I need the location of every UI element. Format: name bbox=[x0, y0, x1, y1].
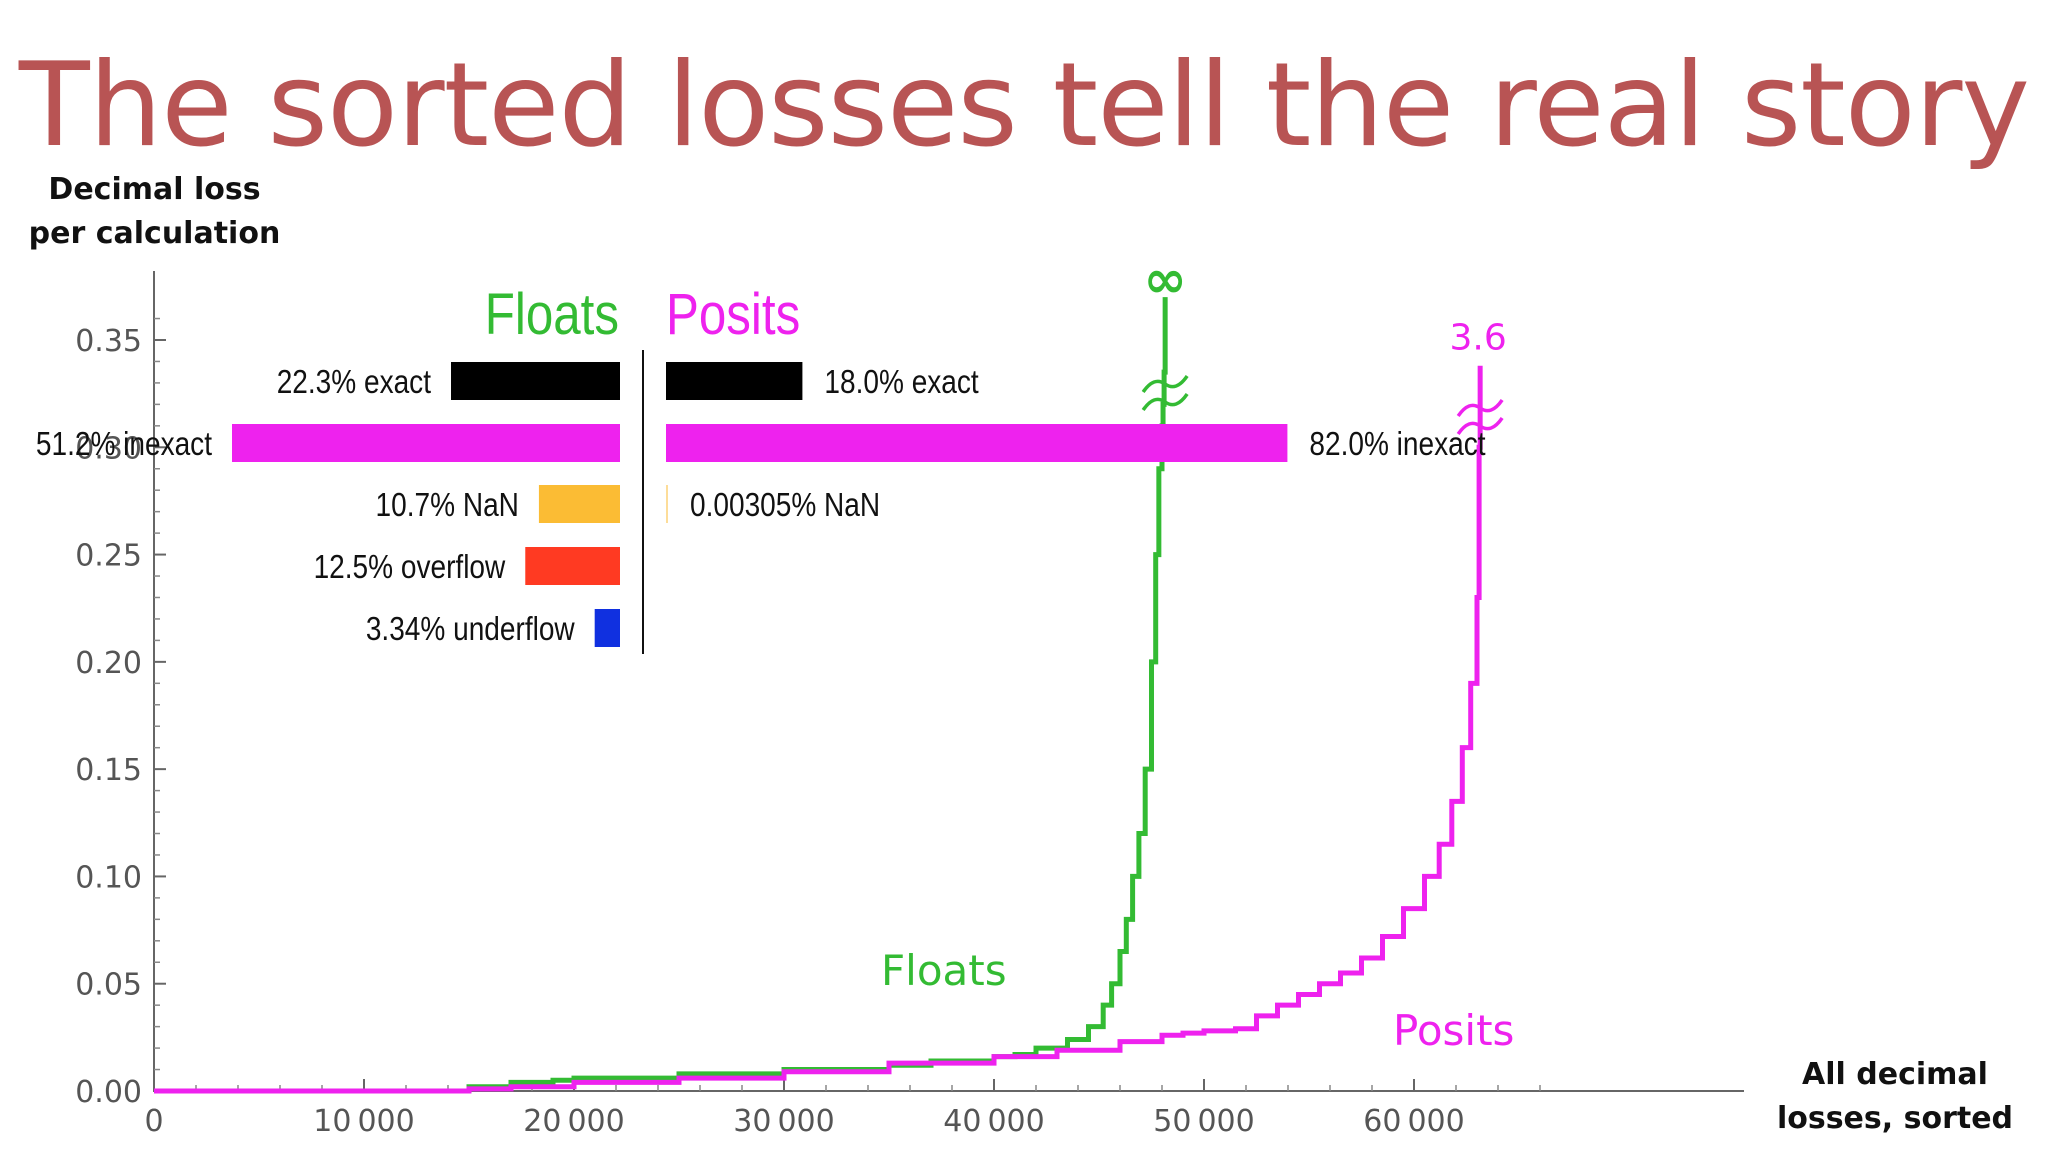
floats-bar-label: 3.34% underflow bbox=[366, 611, 576, 648]
y-tick-label: 0.00 bbox=[75, 1075, 142, 1110]
x-tick-label: 30 000 bbox=[733, 1104, 834, 1139]
curve-label-posits: Posits bbox=[1393, 1006, 1514, 1055]
posits-bar-label: 82.0% inexact bbox=[1309, 426, 1486, 463]
y-axis-label: Decimal loss per calculation bbox=[22, 168, 287, 256]
floats-bar bbox=[451, 362, 620, 400]
y-tick-label: 0.25 bbox=[75, 539, 142, 574]
break-mark bbox=[1456, 416, 1504, 436]
x-axis-label: All decimal losses, sorted bbox=[1740, 1053, 2048, 1141]
inset-breakdown: Floats Posits 22.3% exact 51.2% inexact 10.7… bbox=[36, 282, 1486, 654]
axes: 0.00 0.05 0.10 0.15 0.20 0.25 0.30 0.35 0 10 000 2… bbox=[75, 271, 1744, 1139]
infinity-label: ∞ bbox=[1143, 250, 1186, 310]
y-tick-label: 0.20 bbox=[75, 646, 142, 681]
floats-bar bbox=[525, 547, 620, 585]
posits-bar bbox=[666, 424, 1288, 462]
x-tick-label: 60 000 bbox=[1363, 1104, 1464, 1139]
floats-bar-label: 51.2% inexact bbox=[36, 426, 213, 463]
break-mark bbox=[1456, 398, 1504, 418]
series-line-posits bbox=[154, 365, 1483, 1094]
y-tick-label: 0.10 bbox=[75, 860, 142, 895]
y-tick-label: 0.35 bbox=[75, 324, 142, 359]
break-mark bbox=[1141, 392, 1189, 412]
slide-title: The sorted losses tell the real story bbox=[18, 38, 2030, 173]
y-tick-label: 0.15 bbox=[75, 753, 142, 788]
curve-label-floats: Floats bbox=[881, 946, 1007, 995]
y-axis-label-line-1: Decimal loss bbox=[48, 172, 261, 207]
series-line-floats bbox=[154, 297, 1168, 1094]
posits-bar-label: 0.00305% NaN bbox=[690, 487, 880, 524]
posits-bar bbox=[666, 362, 803, 400]
break-mark bbox=[1141, 374, 1189, 394]
y-tick-label: 0.05 bbox=[75, 968, 142, 1003]
y-tick-label: 0.30 bbox=[75, 431, 142, 466]
floats-bar-label: 10.7% NaN bbox=[376, 487, 519, 524]
floats-bar-label: 22.3% exact bbox=[277, 364, 432, 401]
floats-bar bbox=[232, 424, 620, 462]
x-tick-label: 10 000 bbox=[313, 1104, 414, 1139]
floats-bar-label: 12.5% overflow bbox=[314, 549, 506, 586]
x-axis-label-line-1: All decimal bbox=[1802, 1057, 1988, 1092]
y-axis-label-line-2: per calculation bbox=[28, 216, 281, 251]
x-tick-label: 50 000 bbox=[1153, 1104, 1254, 1139]
x-tick-label: 40 000 bbox=[943, 1104, 1044, 1139]
x-tick-label: 0 bbox=[144, 1104, 163, 1139]
inset-posits-title: Posits bbox=[666, 282, 800, 347]
floats-bar bbox=[594, 609, 620, 647]
x-axis-label-line-2: losses, sorted bbox=[1776, 1101, 2014, 1136]
posits-bar-label: 18.0% exact bbox=[824, 364, 979, 401]
x-tick-label: 20 000 bbox=[523, 1104, 624, 1139]
series-group: ∞ 3.6 Floats Posits bbox=[154, 250, 1514, 1094]
end-value-label: 3.6 bbox=[1450, 318, 1507, 359]
floats-bar bbox=[538, 485, 620, 523]
posits-bar bbox=[666, 485, 668, 523]
inset-floats-title: Floats bbox=[485, 282, 619, 347]
